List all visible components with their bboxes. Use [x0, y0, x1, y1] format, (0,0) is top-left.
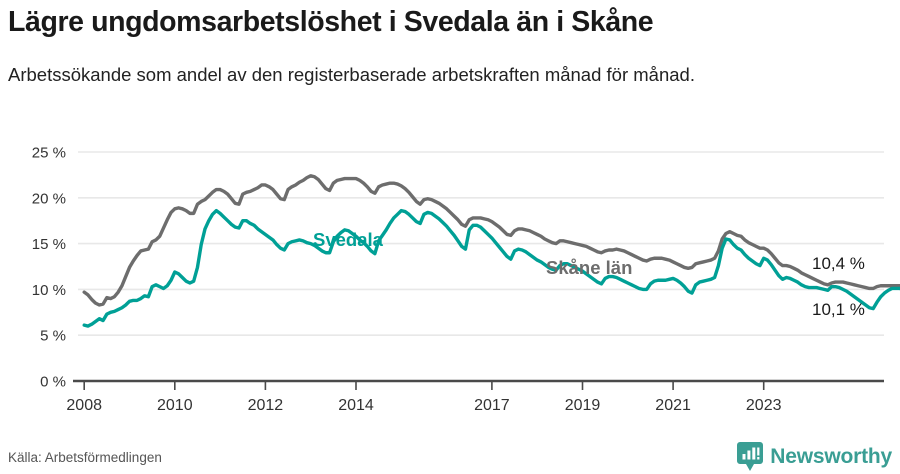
series-label-skane: Skåne län — [546, 257, 632, 278]
x-axis — [73, 379, 884, 390]
source-note: Källa: Arbetsförmedlingen — [8, 450, 162, 465]
x-tick-label: 2008 — [66, 397, 102, 414]
x-tick-label: 2014 — [338, 397, 374, 414]
y-tick-label: 20 % — [32, 190, 66, 207]
page-subtitle: Arbetssökande som andel av den registerb… — [8, 64, 695, 85]
y-tick-label: 5 % — [40, 328, 66, 345]
x-tick-label: 2017 — [474, 397, 510, 414]
x-axis-labels: 2008 2010 2012 2014 2017 2019 2021 2023 — [66, 397, 781, 414]
chart-svg: 0 %5 %10 %15 %20 %25 % 2008 2010 2012 2014 2… — [32, 145, 900, 414]
series-lines — [82, 174, 900, 328]
x-tick-label: 2010 — [157, 397, 193, 414]
x-tick-label: 2021 — [655, 397, 691, 414]
bar-chart-bubble-icon — [737, 442, 764, 471]
y-tick-label: 10 % — [32, 282, 66, 299]
x-tick-label: 2019 — [565, 397, 601, 414]
x-tick-label: 2012 — [248, 397, 284, 414]
y-axis-labels: 0 % 5 % 10 % 15 % 20 % 25 % — [32, 145, 66, 391]
series-line-svedala — [82, 208, 900, 328]
y-tick-label: 0 % — [40, 374, 66, 391]
logo-wordmark: Newsworthy — [770, 445, 892, 468]
y-tick-label: 15 % — [32, 236, 66, 253]
gridlines — [78, 151, 884, 336]
line-chart: 0 % 5 % 10 % 15 % 20 % 25 % 2008 2010 2012 2014 2… — [0, 132, 900, 428]
end-value-svedala: 10,1 % — [812, 300, 865, 319]
newsworthy-logo: Newsworthy — [737, 442, 892, 472]
series-line-skane — [82, 174, 900, 307]
end-value-skane: 10,4 % — [812, 254, 865, 273]
x-tick-label: 2023 — [746, 397, 782, 414]
page-title: Lägre ungdomsarbetslöshet i Svedala än i… — [8, 6, 654, 38]
y-tick-label: 25 % — [32, 145, 66, 162]
series-label-svedala: Svedala — [313, 229, 384, 250]
